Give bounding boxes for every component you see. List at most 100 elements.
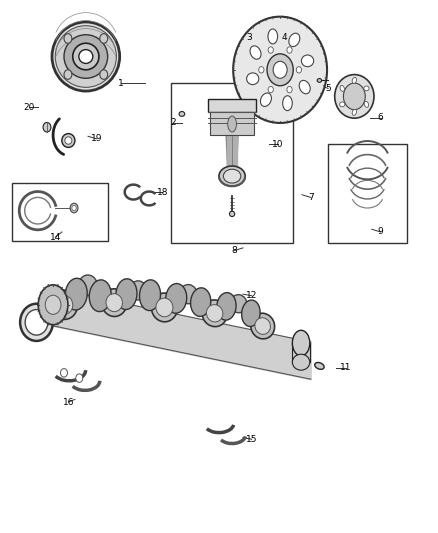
Ellipse shape bbox=[292, 354, 310, 370]
Text: 10: 10 bbox=[272, 140, 284, 149]
Text: 7: 7 bbox=[308, 193, 314, 202]
Ellipse shape bbox=[156, 298, 173, 317]
Ellipse shape bbox=[52, 22, 120, 91]
Bar bbox=[210, 112, 254, 135]
Ellipse shape bbox=[191, 288, 211, 317]
Text: 1: 1 bbox=[118, 78, 124, 87]
Text: 9: 9 bbox=[378, 228, 383, 237]
Ellipse shape bbox=[364, 101, 369, 107]
Ellipse shape bbox=[73, 43, 99, 70]
Ellipse shape bbox=[89, 280, 111, 312]
Ellipse shape bbox=[152, 293, 177, 322]
Circle shape bbox=[287, 47, 292, 53]
Ellipse shape bbox=[335, 75, 374, 118]
Circle shape bbox=[268, 86, 273, 93]
Text: 12: 12 bbox=[246, 291, 258, 300]
Ellipse shape bbox=[166, 284, 187, 313]
Ellipse shape bbox=[25, 310, 48, 335]
Text: 16: 16 bbox=[63, 398, 74, 407]
Text: 17: 17 bbox=[19, 320, 31, 329]
Circle shape bbox=[296, 67, 301, 73]
Text: 4: 4 bbox=[282, 34, 287, 43]
Ellipse shape bbox=[299, 80, 310, 94]
Ellipse shape bbox=[219, 166, 245, 186]
Text: 6: 6 bbox=[378, 113, 383, 122]
Ellipse shape bbox=[250, 46, 261, 59]
Circle shape bbox=[60, 368, 67, 377]
Circle shape bbox=[76, 374, 83, 382]
Ellipse shape bbox=[230, 211, 235, 216]
Circle shape bbox=[287, 86, 292, 93]
Circle shape bbox=[70, 203, 78, 213]
Ellipse shape bbox=[180, 285, 197, 304]
Ellipse shape bbox=[206, 305, 223, 322]
Ellipse shape bbox=[283, 96, 292, 111]
Circle shape bbox=[72, 205, 76, 211]
Ellipse shape bbox=[228, 116, 237, 132]
Circle shape bbox=[100, 34, 108, 43]
Ellipse shape bbox=[217, 293, 236, 320]
Ellipse shape bbox=[102, 289, 127, 317]
Ellipse shape bbox=[130, 281, 147, 300]
Circle shape bbox=[268, 47, 273, 53]
Text: 3: 3 bbox=[247, 34, 252, 43]
Ellipse shape bbox=[65, 278, 87, 310]
Ellipse shape bbox=[230, 295, 247, 313]
Ellipse shape bbox=[79, 50, 93, 63]
Ellipse shape bbox=[364, 86, 369, 91]
Circle shape bbox=[43, 123, 51, 132]
Text: 15: 15 bbox=[246, 435, 258, 444]
Ellipse shape bbox=[202, 300, 227, 327]
Ellipse shape bbox=[116, 279, 137, 310]
Ellipse shape bbox=[233, 17, 327, 123]
Circle shape bbox=[64, 34, 72, 43]
Ellipse shape bbox=[261, 93, 272, 107]
Circle shape bbox=[100, 70, 108, 79]
Ellipse shape bbox=[55, 26, 117, 87]
Text: 13: 13 bbox=[124, 296, 135, 305]
Text: 18: 18 bbox=[156, 188, 168, 197]
Ellipse shape bbox=[289, 33, 300, 46]
Text: 20: 20 bbox=[23, 102, 35, 111]
Ellipse shape bbox=[64, 35, 108, 78]
Ellipse shape bbox=[317, 78, 321, 82]
Ellipse shape bbox=[62, 134, 75, 148]
Ellipse shape bbox=[55, 295, 73, 314]
Ellipse shape bbox=[255, 318, 270, 334]
Ellipse shape bbox=[340, 85, 344, 92]
Circle shape bbox=[64, 70, 72, 79]
Ellipse shape bbox=[50, 290, 78, 319]
Circle shape bbox=[45, 295, 61, 314]
Ellipse shape bbox=[247, 73, 259, 85]
Text: 2: 2 bbox=[170, 118, 176, 127]
Ellipse shape bbox=[352, 109, 357, 115]
Ellipse shape bbox=[268, 29, 278, 44]
Ellipse shape bbox=[251, 313, 275, 339]
Ellipse shape bbox=[139, 280, 161, 311]
Ellipse shape bbox=[20, 304, 53, 341]
Ellipse shape bbox=[38, 285, 68, 325]
Text: 5: 5 bbox=[325, 84, 331, 93]
Circle shape bbox=[273, 61, 287, 78]
Text: 19: 19 bbox=[91, 134, 102, 143]
Ellipse shape bbox=[315, 362, 324, 369]
Ellipse shape bbox=[292, 330, 310, 356]
Text: 11: 11 bbox=[340, 363, 351, 372]
Ellipse shape bbox=[301, 55, 314, 67]
Bar bbox=[328, 144, 407, 243]
Bar bbox=[12, 182, 108, 241]
Ellipse shape bbox=[65, 137, 72, 144]
Bar bbox=[171, 83, 293, 243]
Ellipse shape bbox=[179, 111, 185, 116]
Ellipse shape bbox=[223, 169, 241, 183]
Ellipse shape bbox=[106, 294, 123, 312]
Text: 14: 14 bbox=[49, 233, 61, 242]
Ellipse shape bbox=[352, 77, 357, 84]
Ellipse shape bbox=[79, 275, 97, 295]
Text: 8: 8 bbox=[231, 246, 237, 255]
Circle shape bbox=[267, 54, 293, 86]
Circle shape bbox=[343, 83, 365, 110]
Ellipse shape bbox=[339, 102, 345, 107]
Circle shape bbox=[259, 67, 264, 73]
Ellipse shape bbox=[242, 300, 260, 327]
